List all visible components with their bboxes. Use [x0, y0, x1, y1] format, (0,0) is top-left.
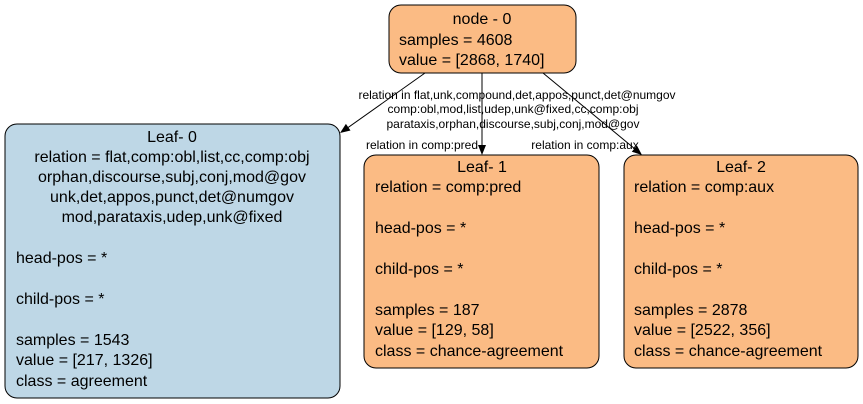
node-line: value = [217, 1326] — [16, 352, 153, 369]
node-line: unk,det,appos,punct,det@numgov — [50, 189, 294, 206]
node-box — [623, 154, 859, 369]
arrowhead — [478, 145, 486, 155]
node-line: child-pos = * — [16, 291, 105, 308]
node-line: head-pos = * — [375, 220, 466, 237]
node-line: value = [2522, 356] — [634, 322, 771, 339]
edge-label: relation in flat,unk,compound,det,appos,… — [358, 88, 675, 102]
node-line: value = [129, 58] — [375, 322, 494, 339]
node-line: value = [2868, 1740] — [399, 52, 544, 69]
node-line: samples = 187 — [375, 302, 480, 319]
node-line: samples = 2878 — [634, 302, 748, 319]
edge-label: relation in comp:pred — [366, 138, 478, 152]
node-line: samples = 1543 — [16, 332, 130, 349]
edge-label: relation in comp:aux — [531, 138, 638, 152]
node-title: Leaf- 0 — [147, 129, 197, 146]
node-line: mod,parataxis,udep,unk@fixed — [62, 209, 283, 226]
node-line: relation = comp:aux — [634, 179, 774, 196]
edge-label: comp:obl,mod,list,udep,unk@fixed,cc,comp… — [388, 102, 639, 116]
node-line: orphan,discourse,subj,conj,mod@gov — [38, 169, 306, 186]
node-line: relation = comp:pred — [375, 179, 521, 196]
node-line: head-pos = * — [634, 220, 725, 237]
node-title: node - 0 — [453, 11, 512, 28]
node-box — [4, 123, 341, 399]
node-box — [388, 4, 577, 74]
node-title: Leaf- 1 — [457, 159, 507, 176]
node-line: samples = 4608 — [399, 32, 513, 49]
arrowhead — [631, 145, 642, 155]
node-box — [363, 154, 600, 369]
node-line: relation = flat,comp:obl,list,cc,comp:ob… — [34, 149, 309, 166]
node-line: head-pos = * — [16, 250, 107, 267]
edge — [345, 72, 426, 130]
arrowhead — [340, 123, 351, 133]
node-line: child-pos = * — [375, 261, 464, 278]
node-title: Leaf- 2 — [716, 159, 766, 176]
node-line: child-pos = * — [634, 261, 723, 278]
node-line: class = chance-agreement — [634, 343, 823, 360]
edge — [542, 72, 636, 150]
edge-label: parataxis,orphan,discourse,subj,conj,mod… — [387, 117, 640, 131]
node-line: class = agreement — [16, 373, 148, 390]
node-line: class = chance-agreement — [375, 343, 564, 360]
